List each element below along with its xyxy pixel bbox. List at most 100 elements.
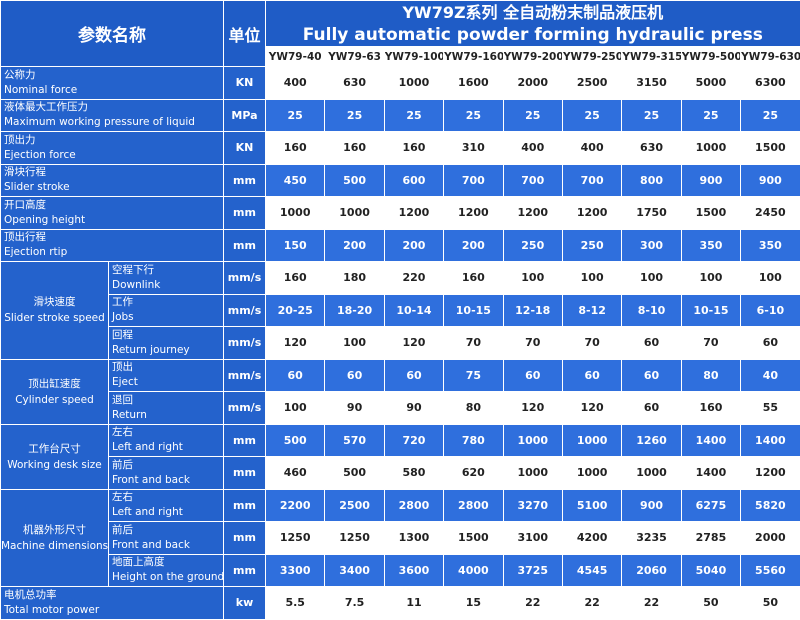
value-cell: 50: [740, 586, 800, 620]
model-header: YW79-315: [621, 46, 682, 67]
value-cell: 2200: [264, 488, 326, 522]
model-header: YW79-100: [383, 46, 445, 67]
data-row: 地面上高度 Height on the ground mm 3300 3400 3600 4…: [1, 553, 800, 587]
value-cell: 1200: [443, 196, 504, 230]
param-header: 参数名称: [0, 0, 224, 67]
value-cell: 3235: [621, 521, 682, 555]
value-cell: 100: [561, 261, 623, 295]
value-cell: 6-10: [740, 293, 800, 327]
row-label: 空程下行 Downlink: [108, 261, 224, 295]
value-cell: 1000: [502, 456, 563, 490]
label-zh: 工作台尺寸: [28, 442, 81, 455]
row-label: 左右 Left and right: [108, 423, 224, 457]
label-en: Eject: [112, 376, 138, 389]
label-en: Front and back: [112, 473, 190, 486]
label-en: Machine dimensions: [1, 539, 109, 552]
value-cell: 200: [443, 228, 504, 262]
value-cell: 2500: [561, 66, 623, 100]
model-header: YW79-160: [443, 46, 504, 67]
value-cell: 450: [264, 163, 326, 197]
label-en: Maximum working pressure of liquid: [4, 116, 195, 129]
unit-cell: mm: [223, 228, 266, 262]
row-label: 开口高度 Opening height: [0, 196, 224, 230]
value-cell: 8-12: [561, 293, 623, 327]
data-row: 顶出缸速度 Cylinder speed 顶出 Eject mm/s 60 60 60 75 60…: [0, 358, 800, 425]
row-label: 顶出力 Ejection force: [0, 131, 224, 165]
value-cell: 6300: [740, 66, 800, 100]
value-cell: 10-15: [443, 293, 504, 327]
label-en: Slider stroke speed: [4, 312, 105, 325]
value-cell: 22: [502, 586, 563, 620]
value-cell: 160: [443, 261, 504, 295]
label-zh: 顶出缸速度: [28, 377, 81, 390]
label-zh: 滑块行程: [4, 166, 46, 179]
title-zh: YW79Z系列 全自动粉末制品液压机: [402, 2, 664, 22]
model-row: YW79-40 YW79-63 YW79-100 YW79-160 YW79-200 YW…: [1, 46, 800, 67]
value-cell: 1200: [740, 456, 800, 490]
label-zh: 回程: [112, 328, 133, 341]
data-row: 前后 Front and back mm 460 500 580 620 1000 1000 10…: [1, 456, 800, 490]
value-cell: 3400: [324, 553, 385, 587]
value-cell: 70: [680, 326, 742, 360]
label-zh: 地面上高度: [112, 556, 165, 569]
data-row: 开口高度 Opening height mm 1000 1000 1200 1200 1200…: [0, 196, 800, 230]
value-cell: 55: [740, 391, 800, 425]
value-cell: 70: [443, 326, 504, 360]
label-en: Nominal force: [4, 83, 78, 96]
label-zh: 机器外形尺寸: [23, 523, 86, 536]
value-cell: 1250: [324, 521, 385, 555]
row-label: 液体最大工作压力 Maximum working pressure of liqu…: [0, 98, 224, 132]
value-cell: 580: [383, 456, 445, 490]
value-cell: 3725: [502, 553, 563, 587]
value-cell: 3300: [264, 553, 326, 587]
value-cell: 1600: [443, 66, 504, 100]
model-header: YW79-250: [561, 46, 623, 67]
value-cell: 15: [443, 586, 504, 620]
value-cell: 100: [680, 261, 742, 295]
value-cell: 400: [264, 66, 326, 100]
value-cell: 2785: [680, 521, 742, 555]
value-cell: 6275: [680, 488, 742, 522]
value-cell: 700: [502, 163, 563, 197]
label-en: Height on the ground: [112, 571, 224, 584]
label-en: Ejection force: [4, 148, 76, 161]
value-cell: 60: [502, 358, 563, 392]
label-zh: 左右: [112, 491, 133, 504]
value-cell: 350: [680, 228, 742, 262]
unit-cell: mm/s: [223, 326, 266, 360]
unit-cell: kw: [223, 586, 266, 620]
label-en: Return: [112, 408, 147, 421]
value-cell: 2000: [502, 66, 563, 100]
value-cell: 25: [561, 98, 623, 132]
value-cell: 40: [740, 358, 800, 392]
row-label: 退回 Return: [108, 391, 224, 425]
value-cell: 900: [621, 488, 682, 522]
value-cell: 80: [443, 391, 504, 425]
value-cell: 2060: [621, 553, 682, 587]
label-en: Ejection rtip: [4, 246, 68, 259]
label-en: Return journey: [112, 343, 190, 356]
data-row: 电机总功率 Total motor power kw 5.5 7.5 11 15 22 22 22…: [0, 586, 800, 620]
value-cell: 250: [561, 228, 623, 262]
value-cell: 250: [502, 228, 563, 262]
value-cell: 90: [383, 391, 445, 425]
value-cell: 4200: [561, 521, 623, 555]
value-cell: 100: [740, 261, 800, 295]
label-zh: 前后: [112, 458, 133, 471]
unit-cell: mm: [223, 196, 266, 230]
model-header: YW79-630: [740, 46, 800, 67]
value-cell: 70: [502, 326, 563, 360]
value-cell: 600: [383, 163, 445, 197]
value-cell: 620: [443, 456, 504, 490]
row-label: 前后 Front and back: [108, 521, 224, 555]
data-row: 公称力 Nominal force KN 400 630 1000 1600 2000 2500…: [0, 66, 800, 100]
value-cell: 60: [621, 391, 682, 425]
data-row: 工作 Jobs mm/s 20-25 18-20 10-14 10-15 12-18 8-12 8…: [1, 293, 800, 327]
unit-cell: MPa: [223, 98, 266, 132]
group-label: 滑块速度 Slider stroke speed: [0, 261, 109, 360]
data-row: 滑块速度 Slider stroke speed 空程下行 Downlink mm/s 1…: [0, 261, 800, 360]
row-label: 顶出行程 Ejection rtip: [0, 228, 224, 262]
data-row: 前后 Front and back mm 1250 1250 1300 1500 3100 42…: [1, 521, 800, 555]
group-label: 工作台尺寸 Working desk size: [0, 423, 109, 490]
